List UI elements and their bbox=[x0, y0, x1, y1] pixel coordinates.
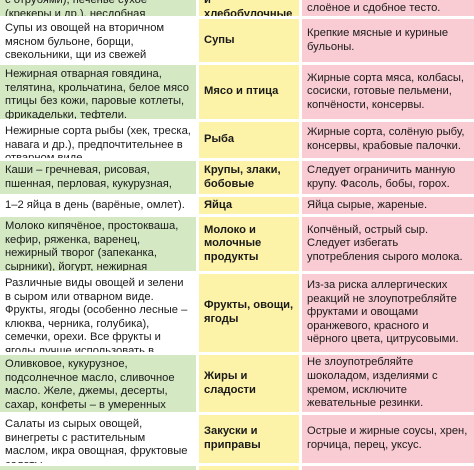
restricted-foods-cell: Копчёный, острый сыр. Следует избегать у… bbox=[302, 217, 474, 271]
food-category-cell: Молоко и молочные продукты bbox=[199, 217, 299, 271]
food-category-cell: Рыба bbox=[199, 122, 299, 158]
allowed-foods-cell: Оливковое, кукурузное, подсолнечное масл… bbox=[0, 355, 196, 412]
allowed-foods-cell bbox=[0, 466, 196, 470]
allowed-foods-cell: Нежирная отварная говядина, телятина, кр… bbox=[0, 65, 196, 119]
food-category-cell: Яйца bbox=[199, 197, 299, 214]
food-category-cell: Крупы, злаки, бобовые bbox=[199, 161, 299, 194]
table-row: Оливковое, кукурузное, подсолнечное масл… bbox=[0, 355, 474, 412]
allowed-foods-cell: Супы из овощей на вторичном мясном бульо… bbox=[0, 19, 196, 62]
food-category-cell: и хлебобулочные изделия bbox=[199, 0, 299, 16]
allowed-foods-cell: Различные виды овощей и зелени в сыром и… bbox=[0, 274, 196, 352]
table-row: Нежирная отварная говядина, телятина, кр… bbox=[0, 65, 474, 119]
restricted-foods-cell: Жирные сорта, солёную рыбу, консервы, кр… bbox=[302, 122, 474, 158]
food-category-cell: Супы bbox=[199, 19, 299, 62]
table-row: Нежирные сорта рыбы (хек, треска, навага… bbox=[0, 122, 474, 158]
restricted-foods-cell: Следует ограничить манную крупу. Фасоль,… bbox=[302, 161, 474, 194]
restricted-foods-cell: Острые и жирные соусы, хрен, горчица, пе… bbox=[302, 415, 474, 463]
table-row: Супы из овощей на вторичном мясном бульо… bbox=[0, 19, 474, 62]
table-row: 1–2 яйца в день (варёные, омлет). Яйца Я… bbox=[0, 197, 474, 214]
allowed-foods-cell: Салаты из сырых овощей, винегреты с раст… bbox=[0, 415, 196, 463]
restricted-foods-cell: Из-за риска аллергических реакций не зло… bbox=[302, 274, 474, 352]
allowed-foods-cell: Нежирные сорта рыбы (хек, треска, навага… bbox=[0, 122, 196, 158]
table-row: с отрубями), печенье сухое (крекеры и др… bbox=[0, 0, 474, 16]
table-row bbox=[0, 466, 474, 470]
restricted-foods-cell: Крепкие мясные и куриные бульоны. bbox=[302, 19, 474, 62]
allowed-foods-cell: Каши – гречневая, рисовая, пшенная, перл… bbox=[0, 161, 196, 194]
restricted-foods-cell: Жирные сорта мяса, колбасы, сосиски, гот… bbox=[302, 65, 474, 119]
food-category-cell: Мясо и птица bbox=[199, 65, 299, 119]
allowed-foods-cell: с отрубями), печенье сухое (крекеры и др… bbox=[0, 0, 196, 16]
food-category-cell: Фрукты, овощи, ягоды bbox=[199, 274, 299, 352]
allowed-foods-cell: Молоко кипячёное, простокваша, кефир, ря… bbox=[0, 217, 196, 271]
table-row: Каши – гречневая, рисовая, пшенная, перл… bbox=[0, 161, 474, 194]
restricted-foods-cell bbox=[302, 466, 474, 470]
allowed-foods-cell: 1–2 яйца в день (варёные, омлет). bbox=[0, 197, 196, 214]
restricted-foods-cell: Яйца сырые, жареные. bbox=[302, 197, 474, 214]
table-row: Различные виды овощей и зелени в сыром и… bbox=[0, 274, 474, 352]
food-category-cell bbox=[199, 466, 299, 470]
food-category-cell: Закуски и приправы bbox=[199, 415, 299, 463]
table-row: Молоко кипячёное, простокваша, кефир, ря… bbox=[0, 217, 474, 271]
table-row: Салаты из сырых овощей, винегреты с раст… bbox=[0, 415, 474, 463]
restricted-foods-cell: слоёное и сдобное тесто. bbox=[302, 0, 474, 16]
restricted-foods-cell: Не злоупотребляйте шоколадом, изделиями … bbox=[302, 355, 474, 412]
food-category-cell: Жиры и сладости bbox=[199, 355, 299, 412]
